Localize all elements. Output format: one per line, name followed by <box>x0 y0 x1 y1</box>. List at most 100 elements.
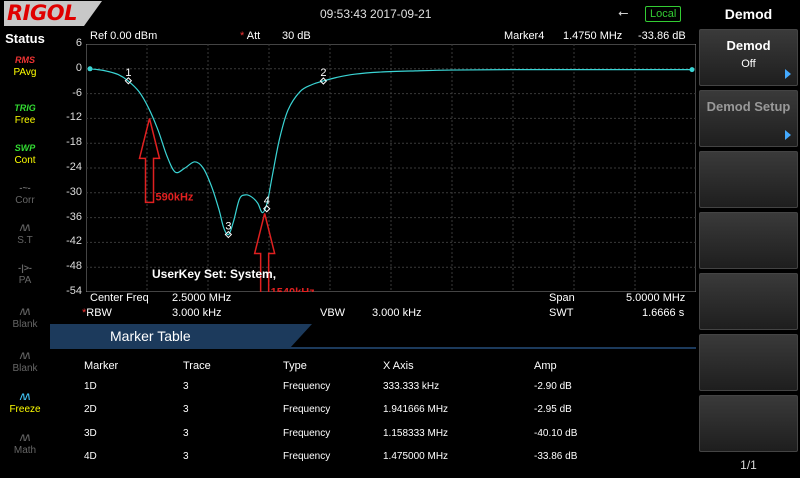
marker-4-label: 4 <box>264 195 270 207</box>
status-item-label: Cont <box>14 155 36 166</box>
y-tick-label: 6 <box>75 37 82 49</box>
marker-table-cell: 1D <box>84 381 97 392</box>
status-cont-button[interactable]: SWP Cont <box>5 141 45 177</box>
marker-table-cell: -33.86 dB <box>534 450 578 462</box>
y-tick-label: -36 <box>66 210 82 223</box>
status-blank-button[interactable]: /\/\ Blank <box>5 349 45 385</box>
marker-table-tab-tail <box>290 324 312 348</box>
status-free-button[interactable]: TRIG Free <box>5 101 45 137</box>
status-item-label: Math <box>13 445 37 456</box>
marker-table-header-trace: Trace <box>183 360 211 372</box>
softkey-empty[interactable] <box>699 151 798 208</box>
annotation-arrow-2 <box>253 213 276 292</box>
span-label[interactable]: Span <box>549 292 575 304</box>
marker-table-cell: Frequency <box>283 450 331 462</box>
submenu-arrow-icon <box>785 69 791 79</box>
softkey-empty[interactable] <box>699 395 798 452</box>
userkey-overlay-text: UserKey Set: System, <box>152 267 276 281</box>
vbw-value: 3.000 kHz <box>372 307 422 319</box>
marker-table-cell: 1.158333 MHz <box>383 427 449 439</box>
span-value: 5.0000 MHz <box>626 292 686 304</box>
marker-table-header-x-axis: X Axis <box>383 360 414 372</box>
softkey-empty[interactable] <box>699 273 798 330</box>
softkey-value: Off <box>741 58 756 70</box>
ref-level[interactable]: Ref 0.00 dBm <box>90 30 158 42</box>
status-pa-icon: -|>- <box>18 263 32 273</box>
marker-table-cell: 1.941666 MHz <box>383 404 449 416</box>
datetime: 09:53:43 2017-09-21 <box>320 7 432 21</box>
status-s-t-icon: /\/\ <box>19 223 30 233</box>
marker-table-cell: Frequency <box>283 427 331 439</box>
softkey-demod[interactable]: Demod Off <box>699 29 798 86</box>
status-s-t-button[interactable]: /\/\ S.T <box>5 221 45 257</box>
marker-2-label: 2 <box>320 67 326 79</box>
vbw-label[interactable]: VBW <box>320 307 346 319</box>
status-pa-button[interactable]: -|>- PA <box>5 261 45 297</box>
status-pavg-button[interactable]: RMS PAvg <box>5 53 45 89</box>
status-math-button[interactable]: /\/\ Math <box>5 431 45 467</box>
att-label-text: Att <box>246 30 261 42</box>
status-item-label: Free <box>14 115 36 126</box>
rbw-label-text: RBW <box>86 307 112 319</box>
plot-header: Ref 0.00 dBm * Att 30 dB Marker4 1.4750 … <box>86 28 696 44</box>
y-tick-label: -48 <box>66 260 82 273</box>
marker-table-cell: 3 <box>183 427 189 439</box>
status-blank-icon: /\/\ <box>19 307 30 317</box>
y-tick-label: -6 <box>72 86 82 99</box>
rbw-label[interactable]: *RBW <box>82 307 112 319</box>
marker-table-cell: 2D <box>84 404 97 416</box>
status-column: Status RMS PAvg TRIG Free SWP Cont -~- Corr /\/\… <box>0 28 50 478</box>
trace-end-dot <box>689 67 695 73</box>
status-item-label: PA <box>18 275 32 286</box>
marker-table-header-type: Type <box>283 360 307 372</box>
y-tick-label: -12 <box>66 111 82 124</box>
marker-table-header-marker: Marker <box>84 360 119 372</box>
att-value: 30 dB <box>282 30 311 42</box>
marker-table-cell: 1.475000 MHz <box>383 450 449 462</box>
softkey-empty[interactable] <box>699 212 798 269</box>
status-blank-button[interactable]: /\/\ Blank <box>5 305 45 341</box>
marker-table-tab[interactable]: Marker Table <box>50 324 290 348</box>
marker-2-diamond <box>319 77 328 85</box>
softkey-demod-setup[interactable]: Demod Setup <box>699 90 798 147</box>
status-corr-button[interactable]: -~- Corr <box>5 181 45 217</box>
trace-start-dot <box>87 66 93 72</box>
marker-table-cell: 333.333 kHz <box>383 381 440 392</box>
status-free-icon: TRIG <box>14 103 36 113</box>
marker-table-cell: 3 <box>183 450 189 462</box>
marker-freq: 1.4750 MHz <box>563 30 623 42</box>
status-item-label: Blank <box>12 363 38 374</box>
marker-table: Marker Table Marker Trace Type X Axis Amp 1D 3… <box>50 324 696 478</box>
spectrum-plot[interactable]: 1 2 3 4 590kHz 1540kHz UserKey Set: System, <box>86 44 696 292</box>
annotation-text-2: 1540kHz <box>271 286 316 292</box>
softkey-label: Demod Setup <box>706 99 791 114</box>
marker-table-cell: -2.90 dB <box>534 381 572 392</box>
marker-table-cell: -40.10 dB <box>534 427 578 439</box>
marker-table-cell: 3 <box>183 381 189 392</box>
menu-page-indicator: 1/1 <box>740 458 757 472</box>
status-pavg-icon: RMS <box>15 55 35 65</box>
marker-table-cell: 3 <box>183 404 189 416</box>
softkey-menu: Demod Demod Off Demod Setup <box>697 0 800 478</box>
att-label[interactable]: * Att <box>240 30 261 42</box>
softkey-empty[interactable] <box>699 334 798 391</box>
center-freq-label[interactable]: Center Freq <box>90 292 149 304</box>
status-item-label: Freeze <box>9 404 41 415</box>
status-freeze-button[interactable]: /\/\ Freeze <box>5 390 45 426</box>
status-item-label: Blank <box>12 319 38 330</box>
menu-title: Demod <box>724 6 773 22</box>
status-cont-icon: SWP <box>14 143 36 153</box>
top-bar: RIGOL 09:53:43 2017-09-21 ⭠ Local <box>0 0 697 28</box>
status-item-label: S.T <box>17 235 33 246</box>
marker-3-label: 3 <box>225 221 231 233</box>
trace-line-1 <box>87 68 694 236</box>
local-badge[interactable]: Local <box>645 6 682 22</box>
status-freeze-icon: /\/\ <box>19 392 30 402</box>
marker-table-divider <box>50 347 696 349</box>
swt-label[interactable]: SWT <box>549 307 574 319</box>
marker-label: Marker4 <box>504 30 545 42</box>
marker-table-cell: Frequency <box>283 381 331 392</box>
marker-table-cell: 3D <box>84 427 97 439</box>
status-item-label: Corr <box>15 195 35 206</box>
annotation-text-1: 590kHz <box>156 191 194 203</box>
